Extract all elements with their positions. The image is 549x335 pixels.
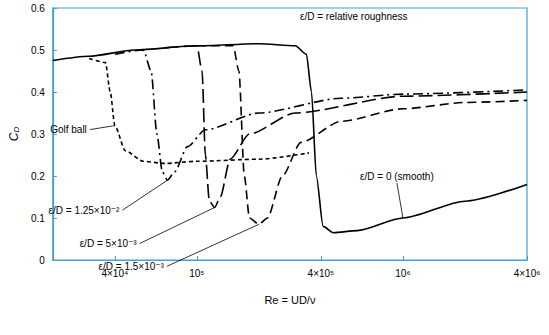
svg-text:10⁵: 10⁵ xyxy=(189,268,204,279)
svg-text:0: 0 xyxy=(39,255,45,266)
svg-text:0.6: 0.6 xyxy=(31,3,45,14)
svg-text:4×10⁵: 4×10⁵ xyxy=(308,268,335,279)
svg-text:ε/D = 5×10⁻³: ε/D = 5×10⁻³ xyxy=(80,238,138,249)
svg-text:ε/D = relative roughness: ε/D = relative roughness xyxy=(300,11,408,22)
svg-text:0.3: 0.3 xyxy=(31,129,45,140)
svg-text:ε/D = 1.25×10⁻²: ε/D = 1.25×10⁻² xyxy=(49,205,121,216)
svg-text:4×10⁶: 4×10⁶ xyxy=(514,268,541,279)
svg-text:0.5: 0.5 xyxy=(31,45,45,56)
svg-text:10⁶: 10⁶ xyxy=(395,268,410,279)
svg-text:0.2: 0.2 xyxy=(31,171,45,182)
svg-text:Golf ball: Golf ball xyxy=(50,124,87,135)
svg-text:C: C xyxy=(7,132,21,141)
svg-text:0.4: 0.4 xyxy=(31,87,45,98)
svg-text:Re = UD/ν: Re = UD/ν xyxy=(264,294,316,306)
svg-text:0.1: 0.1 xyxy=(31,213,45,224)
svg-text:4×10⁴: 4×10⁴ xyxy=(101,267,129,279)
svg-text:ε/D = 1.5×10⁻³: ε/D = 1.5×10⁻³ xyxy=(99,261,165,272)
svg-text:ε/D = 0 (smooth): ε/D = 0 (smooth) xyxy=(360,171,434,182)
svg-text:D: D xyxy=(12,127,21,133)
